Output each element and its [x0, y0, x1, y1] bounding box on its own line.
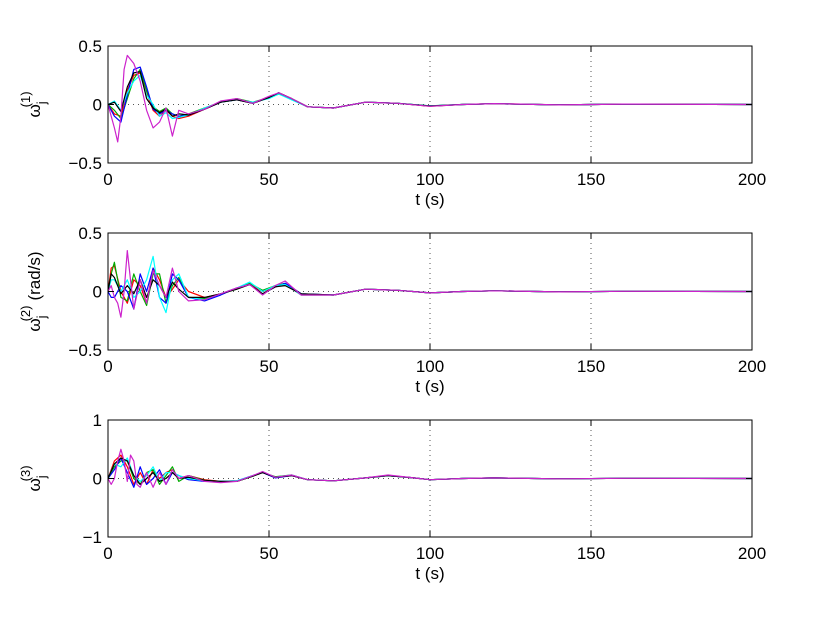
- x-tick-label: 100: [416, 357, 444, 376]
- x-tick-label: 100: [416, 170, 444, 189]
- x-tick-label: 0: [103, 544, 112, 563]
- y-tick-label: 1: [93, 411, 102, 430]
- x-tick-label: 0: [103, 170, 112, 189]
- y-tick-label: −1: [83, 528, 102, 547]
- series-line-3: [108, 66, 752, 123]
- series-line-3: [108, 457, 752, 488]
- y-tick-label: 0: [93, 283, 102, 302]
- x-axis-label: t (s): [415, 190, 444, 209]
- x-tick-label: 150: [577, 544, 605, 563]
- y-tick-label: 0.5: [78, 224, 102, 243]
- x-axis-label: t (s): [415, 377, 444, 396]
- y-tick-label: 0.5: [78, 37, 102, 56]
- x-tick-label: 200: [738, 357, 766, 376]
- x-tick-label: 50: [260, 170, 279, 189]
- x-tick-label: 50: [260, 544, 279, 563]
- x-tick-label: 50: [260, 357, 279, 376]
- x-tick-label: 150: [577, 170, 605, 189]
- x-tick-label: 200: [738, 544, 766, 563]
- x-tick-label: 200: [738, 170, 766, 189]
- x-tick-label: 150: [577, 357, 605, 376]
- chart-panel-1: 0 50 100 150 200−0.500.5t (s)ωj(1): [18, 37, 766, 209]
- y-tick-label: 0: [93, 96, 102, 115]
- series-line-6: [108, 250, 752, 318]
- y-tick-label: −0.5: [68, 341, 102, 360]
- y-axis-label: ωj(1): [18, 91, 49, 117]
- y-axis-label: ωj(2)(rad/s): [18, 251, 49, 331]
- x-tick-label: 0: [103, 357, 112, 376]
- y-tick-label: 0: [93, 470, 102, 489]
- series-line-6: [108, 54, 752, 143]
- y-axis-label: ωj(3): [18, 465, 49, 491]
- y-tick-label: −0.5: [68, 154, 102, 173]
- x-tick-label: 100: [416, 544, 444, 563]
- chart-panel-2: 0 50 100 150 200−0.500.5t (s)ωj(2)(rad/s): [18, 224, 766, 396]
- series-line-4: [108, 255, 752, 314]
- x-axis-label: t (s): [415, 564, 444, 583]
- series-line-6: [108, 448, 752, 488]
